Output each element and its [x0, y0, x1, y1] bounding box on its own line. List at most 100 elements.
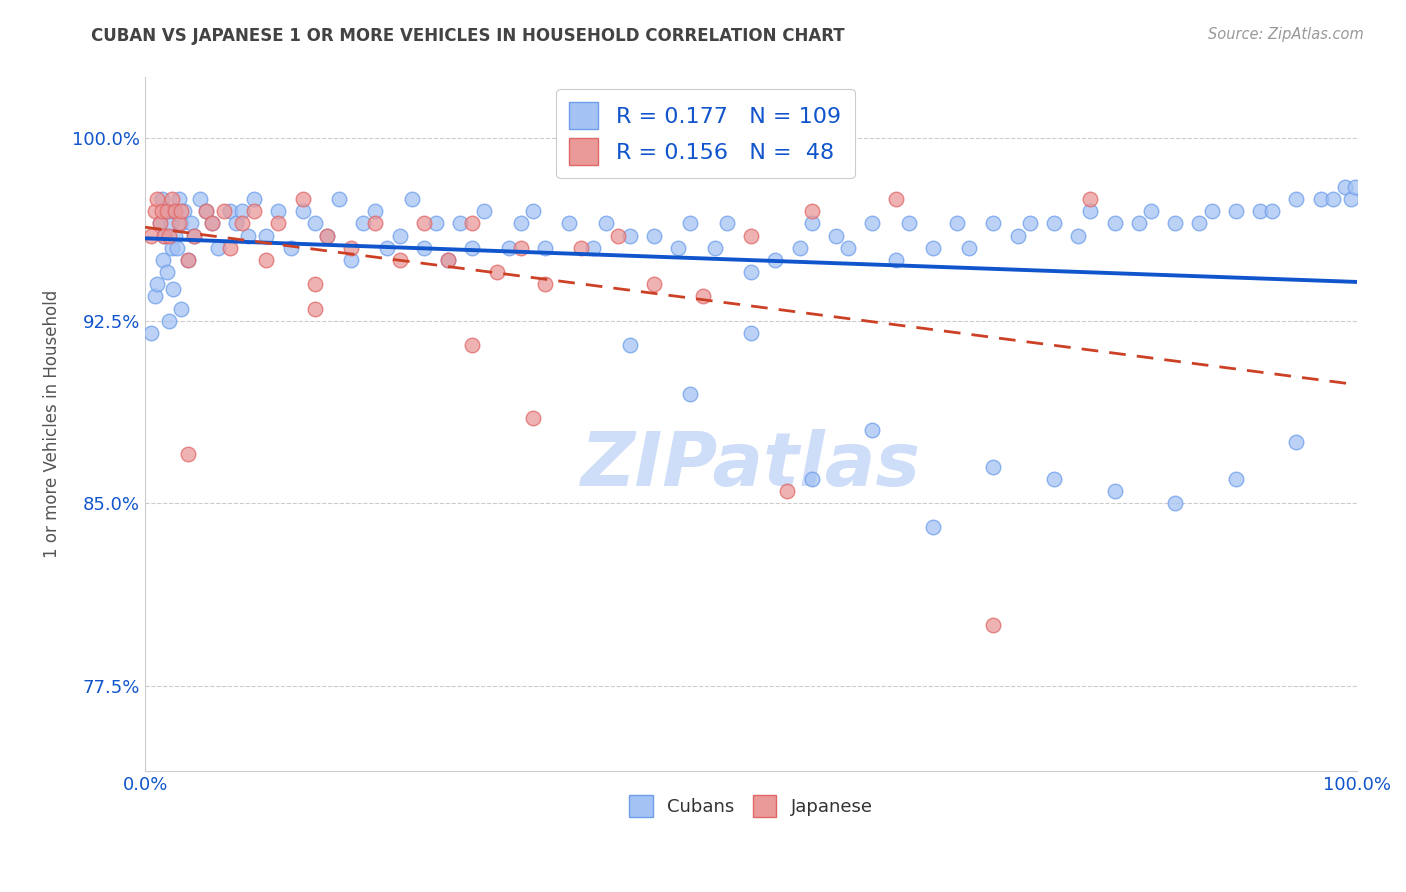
- Point: [352, 216, 374, 230]
- Point: [692, 289, 714, 303]
- Text: CUBAN VS JAPANESE 1 OR MORE VEHICLES IN HOUSEHOLD CORRELATION CHART: CUBAN VS JAPANESE 1 OR MORE VEHICLES IN …: [91, 27, 845, 45]
- Point: [153, 228, 176, 243]
- Point: [170, 204, 193, 219]
- Point: [800, 204, 823, 219]
- Point: [1067, 228, 1090, 243]
- Point: [377, 241, 399, 255]
- Point: [789, 241, 811, 255]
- Point: [1043, 216, 1066, 230]
- Legend: Cubans, Japanese: Cubans, Japanese: [623, 788, 880, 824]
- Point: [176, 252, 198, 267]
- Point: [569, 241, 592, 255]
- Point: [983, 617, 1005, 632]
- Point: [1007, 228, 1029, 243]
- Point: [176, 252, 198, 267]
- Point: [152, 252, 174, 267]
- Point: [1164, 496, 1187, 510]
- Point: [983, 216, 1005, 230]
- Point: [1188, 216, 1211, 230]
- Point: [170, 301, 193, 316]
- Point: [461, 338, 484, 352]
- Point: [740, 265, 762, 279]
- Point: [304, 301, 326, 316]
- Point: [364, 216, 387, 230]
- Point: [165, 228, 187, 243]
- Point: [291, 192, 314, 206]
- Point: [449, 216, 471, 230]
- Point: [340, 252, 363, 267]
- Point: [162, 282, 184, 296]
- Point: [1249, 204, 1271, 219]
- Point: [679, 386, 702, 401]
- Point: [461, 216, 484, 230]
- Point: [437, 252, 460, 267]
- Point: [163, 204, 186, 219]
- Point: [1080, 192, 1102, 206]
- Point: [243, 192, 266, 206]
- Point: [860, 423, 883, 437]
- Point: [740, 228, 762, 243]
- Point: [304, 216, 326, 230]
- Point: [267, 204, 290, 219]
- Point: [157, 228, 180, 243]
- Point: [219, 241, 242, 255]
- Point: [1080, 204, 1102, 219]
- Point: [983, 459, 1005, 474]
- Point: [522, 204, 544, 219]
- Point: [412, 216, 434, 230]
- Point: [666, 241, 689, 255]
- Point: [236, 228, 259, 243]
- Point: [183, 228, 205, 243]
- Point: [173, 204, 195, 219]
- Point: [176, 447, 198, 461]
- Point: [619, 338, 641, 352]
- Point: [183, 228, 205, 243]
- Point: [150, 204, 173, 219]
- Point: [800, 472, 823, 486]
- Point: [1043, 472, 1066, 486]
- Point: [194, 204, 217, 219]
- Point: [643, 228, 665, 243]
- Point: [166, 241, 188, 255]
- Point: [412, 241, 434, 255]
- Point: [188, 192, 211, 206]
- Point: [1334, 180, 1357, 194]
- Point: [619, 228, 641, 243]
- Point: [180, 216, 202, 230]
- Point: [150, 192, 173, 206]
- Point: [388, 228, 411, 243]
- Point: [1104, 216, 1126, 230]
- Point: [837, 241, 859, 255]
- Point: [582, 241, 605, 255]
- Point: [141, 326, 163, 340]
- Point: [1225, 204, 1247, 219]
- Point: [149, 216, 172, 230]
- Point: [201, 216, 224, 230]
- Point: [1140, 204, 1163, 219]
- Point: [149, 216, 172, 230]
- Point: [156, 204, 179, 219]
- Point: [1285, 192, 1308, 206]
- Point: [1128, 216, 1150, 230]
- Point: [1104, 483, 1126, 498]
- Point: [146, 192, 169, 206]
- Point: [509, 241, 531, 255]
- Point: [291, 204, 314, 219]
- Point: [763, 252, 786, 267]
- Point: [921, 241, 943, 255]
- Point: [267, 216, 290, 230]
- Point: [194, 204, 217, 219]
- Point: [425, 216, 447, 230]
- Point: [167, 216, 190, 230]
- Point: [946, 216, 969, 230]
- Point: [1343, 180, 1365, 194]
- Point: [315, 228, 337, 243]
- Point: [485, 265, 508, 279]
- Point: [1340, 192, 1362, 206]
- Point: [1285, 435, 1308, 450]
- Point: [167, 192, 190, 206]
- Text: ZIPatlas: ZIPatlas: [581, 429, 921, 502]
- Point: [1201, 204, 1223, 219]
- Point: [595, 216, 617, 230]
- Point: [143, 289, 166, 303]
